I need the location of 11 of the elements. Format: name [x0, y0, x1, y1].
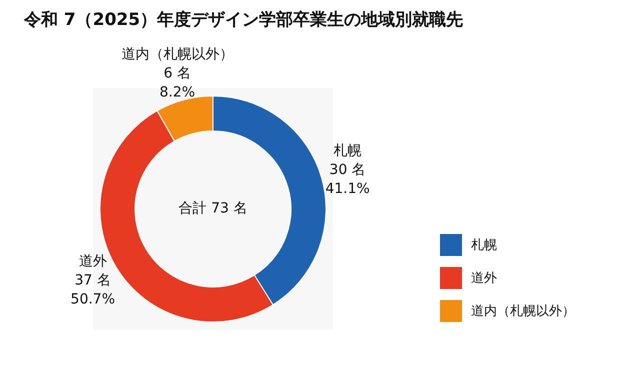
data-label: 37 名 50.7%: [70, 272, 116, 308]
slice-label: 道外: [78, 253, 107, 270]
data-label: 30 名 41.1%: [325, 162, 370, 197]
legend-label: 札幌: [471, 237, 497, 254]
slice-label: 札幌: [334, 142, 362, 159]
chart-title: 令和 7（2025）年度デザイン学部卒業生の地域別就職先: [24, 9, 464, 31]
slice-label: 道内（札幌以外）: [121, 46, 234, 62]
legend-label: 道内（札幌以外）: [471, 303, 575, 320]
text: 合計 73 名: [178, 200, 248, 217]
data-label: 6 名 8.2%: [159, 65, 196, 100]
legend-label: 道外: [471, 270, 497, 287]
